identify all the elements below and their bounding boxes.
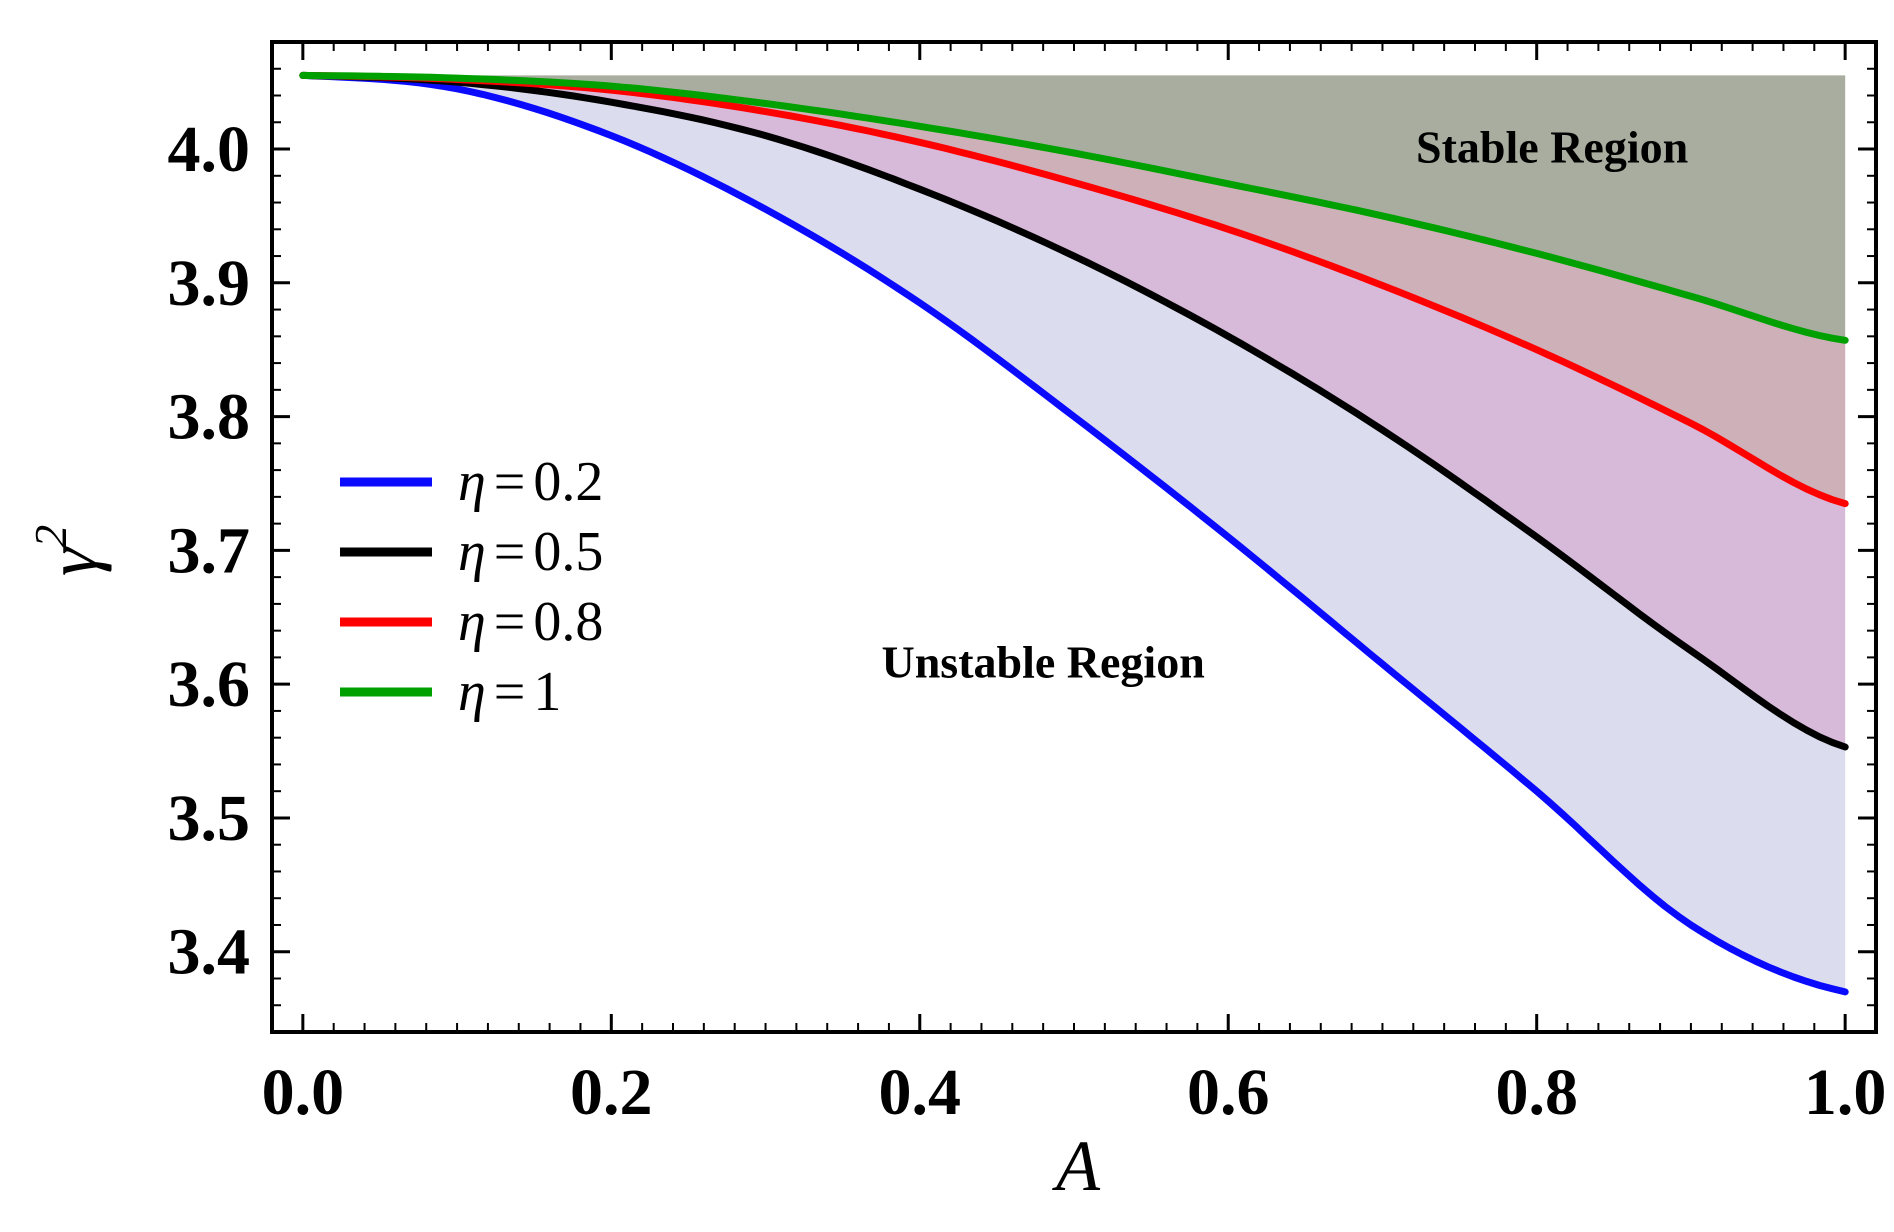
x-tick-label: 0.4 <box>879 1056 962 1129</box>
series-line-4 <box>299 71 1849 344</box>
tick-labels: 0.0 0.2 0.4 0.6 0.8 1.0 3.4 3.5 3.6 3.7 3.8 3.9 4.0 <box>168 113 1887 1129</box>
legend-label-4: η = 1 <box>458 661 561 723</box>
y-tick-label: 3.8 <box>168 381 251 454</box>
y-tick-label: 3.6 <box>168 648 251 721</box>
legend-label-1: η = 0.2 <box>458 451 603 513</box>
legend-label-3: η = 0.8 <box>458 591 603 653</box>
x-tick-label: 0.6 <box>1187 1056 1270 1129</box>
region-fill-3 <box>302 75 1846 504</box>
series-line-2 <box>299 71 1849 751</box>
plot-frame <box>270 40 1878 1034</box>
unstable-region-label: Unstable Region <box>881 636 1204 687</box>
legend-label-2: η = 0.5 <box>458 521 603 583</box>
y-tick-label: 3.7 <box>168 514 251 587</box>
x-axis-title: A <box>1052 1126 1101 1206</box>
series-lines <box>299 71 1849 996</box>
legend: η = 0.2 η = 0.5 η = 0.8 η = 1 <box>340 451 603 723</box>
svg-text:γ2: γ2 <box>25 525 112 576</box>
x-tick-label: 0.8 <box>1495 1056 1578 1129</box>
y-tick-label: 3.5 <box>168 782 251 855</box>
stable-region-label: Stable Region <box>1416 121 1688 172</box>
region-fill-2 <box>302 75 1846 747</box>
y-axis-title: γ2 <box>25 525 112 576</box>
y-tick-label: 4.0 <box>168 113 251 186</box>
x-tick-label: 1.0 <box>1804 1056 1887 1129</box>
x-tick-label: 0.0 <box>262 1056 345 1129</box>
y-tick-label: 3.9 <box>168 247 251 320</box>
x-tick-label: 0.2 <box>570 1056 653 1129</box>
series-line-1 <box>299 71 1849 996</box>
region-fill-4 <box>302 75 1846 341</box>
y-tick-label: 3.4 <box>168 916 251 989</box>
